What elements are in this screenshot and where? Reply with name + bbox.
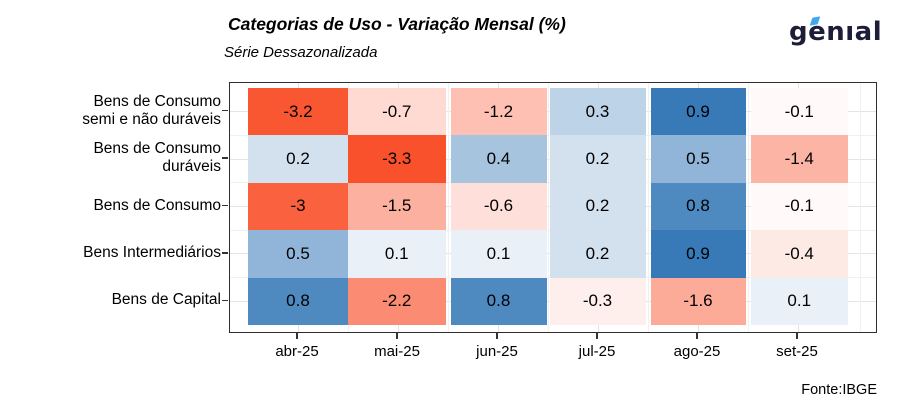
heatmap-cell: -1.4 xyxy=(750,135,848,183)
heatmap-cell: 0.5 xyxy=(248,230,348,278)
x-axis-tick xyxy=(796,333,798,339)
y-axis-label: Bens de Capital xyxy=(111,291,221,309)
heatmap-cell: 0.2 xyxy=(549,135,646,183)
x-axis-tick xyxy=(596,333,598,339)
x-axis-label: jun-25 xyxy=(476,343,518,360)
gridline-v-minor xyxy=(860,83,861,332)
y-axis-label: Bens de Consumo xyxy=(93,196,221,214)
heatmap-cell: 0.9 xyxy=(650,230,746,278)
heatmap-cell: -1.5 xyxy=(348,182,446,231)
gridline-v-minor xyxy=(647,83,649,332)
x-axis-tick xyxy=(496,333,498,339)
gridline-v-minor xyxy=(547,83,549,332)
heatmap-cell: -1.6 xyxy=(650,277,746,325)
heatmap-cell: -3.3 xyxy=(348,135,446,183)
y-axis-tick xyxy=(222,109,228,112)
y-axis-tick xyxy=(222,157,228,159)
heatmap-panel: -3.2 -0.7 -1.2 0.3 0.9 -0.1 0.2 -3.3 0.4 0.2 0.5 -1… xyxy=(229,82,877,333)
heatmap-cell: 0.8 xyxy=(650,182,746,231)
x-axis-label: abr-25 xyxy=(275,343,319,360)
heatmap-cell: 0.9 xyxy=(650,88,746,136)
x-axis-tick xyxy=(296,333,298,339)
genial-logo-text: genıal xyxy=(789,17,883,47)
heatmap-cell: 0.1 xyxy=(750,277,848,325)
heatmap-cell: 0.3 xyxy=(549,88,646,136)
x-axis-label: set-25 xyxy=(776,343,818,360)
heatmap-cell: 0.8 xyxy=(248,277,348,325)
heatmap-cell: 0.2 xyxy=(549,230,646,278)
heatmap-cell: 0.4 xyxy=(450,135,547,183)
y-axis-tick xyxy=(222,204,228,207)
gridline-v-minor xyxy=(747,83,749,332)
heatmap-cell: 0.1 xyxy=(450,230,547,278)
heatmap-cell: 0.8 xyxy=(450,277,547,325)
y-axis-label: Bens de Consumo semi e não duráveis xyxy=(82,92,221,128)
source-note: Fonte:IBGE xyxy=(801,382,877,398)
x-axis-tick xyxy=(396,333,398,339)
heatmap-cell: -3.2 xyxy=(248,88,348,136)
page-title: Categorias de Uso - Variação Mensal (%) xyxy=(228,14,566,34)
heatmap-cell: -0.6 xyxy=(450,182,547,231)
heatmap-cell: -3 xyxy=(248,182,348,231)
x-axis-label: mai-25 xyxy=(374,343,420,360)
heatmap-cell: -2.2 xyxy=(348,277,446,325)
y-axis-label: Bens de Consumo duráveis xyxy=(93,140,221,176)
heatmap-cell: 0.2 xyxy=(248,135,348,183)
page-subtitle: Série Dessazonalizada xyxy=(224,44,378,61)
y-axis-tick xyxy=(222,299,228,302)
heatmap-cell: -0.1 xyxy=(750,182,848,231)
heatmap-cell: 0.2 xyxy=(549,182,646,231)
heatmap-cell: -0.3 xyxy=(549,277,646,325)
x-axis-label: jul-25 xyxy=(578,343,616,360)
heatmap-cell: -0.7 xyxy=(348,88,446,136)
x-axis-label: ago-25 xyxy=(673,343,721,360)
y-axis-label: Bens Intermediários xyxy=(83,243,221,261)
x-axis-tick xyxy=(696,333,698,339)
heatmap-cell: -1.2 xyxy=(450,88,547,136)
heatmap-cell: -0.4 xyxy=(750,230,848,278)
genial-logo: genıal xyxy=(789,16,883,47)
gridline-v-minor xyxy=(447,83,449,332)
y-axis-tick xyxy=(222,252,228,254)
heatmap-cell: 0.1 xyxy=(348,230,446,278)
heatmap-cell: 0.5 xyxy=(650,135,746,183)
heatmap-cell: -0.1 xyxy=(750,88,848,136)
